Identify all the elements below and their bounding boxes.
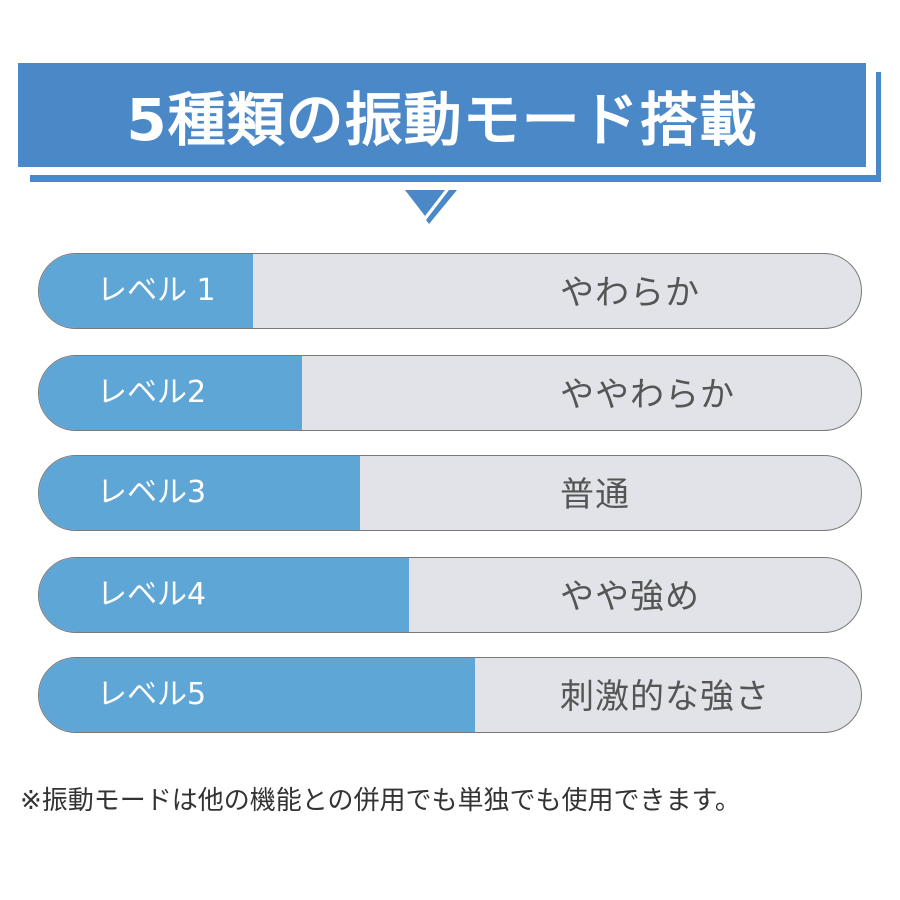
title-banner: 5種類の振動モード搭載 (18, 63, 866, 167)
level-label: レベル 1 (97, 273, 216, 308)
page-title: 5種類の振動モード搭載 (126, 86, 758, 154)
level-description: やわらか (560, 273, 700, 313)
footnote: ※振動モードは他の機能との併用でも単独でも使用できます。 (20, 786, 741, 816)
level-fill (39, 558, 409, 632)
level-label: レベル2 (97, 375, 207, 410)
level-label: レベル4 (97, 577, 207, 612)
level-fill (39, 658, 475, 732)
level-row-3: レベル3 普通 (38, 455, 862, 531)
level-description: 普通 (560, 475, 630, 515)
level-description: やや強め (560, 577, 700, 617)
level-row-1: レベル 1 やわらか (38, 253, 862, 329)
level-fill (39, 456, 360, 530)
level-description: 刺激的な強さ (560, 677, 770, 717)
level-row-4: レベル4 やや強め (38, 557, 862, 633)
down-arrow-icon (405, 190, 457, 224)
level-row-2: レベル2 ややわらか (38, 355, 862, 431)
level-label: レベル3 (97, 475, 207, 510)
level-fill (39, 356, 303, 430)
level-description: ややわらか (560, 375, 735, 415)
level-fill (39, 254, 253, 328)
level-label: レベル5 (97, 677, 207, 712)
level-row-5: レベル5 刺激的な強さ (38, 657, 862, 733)
